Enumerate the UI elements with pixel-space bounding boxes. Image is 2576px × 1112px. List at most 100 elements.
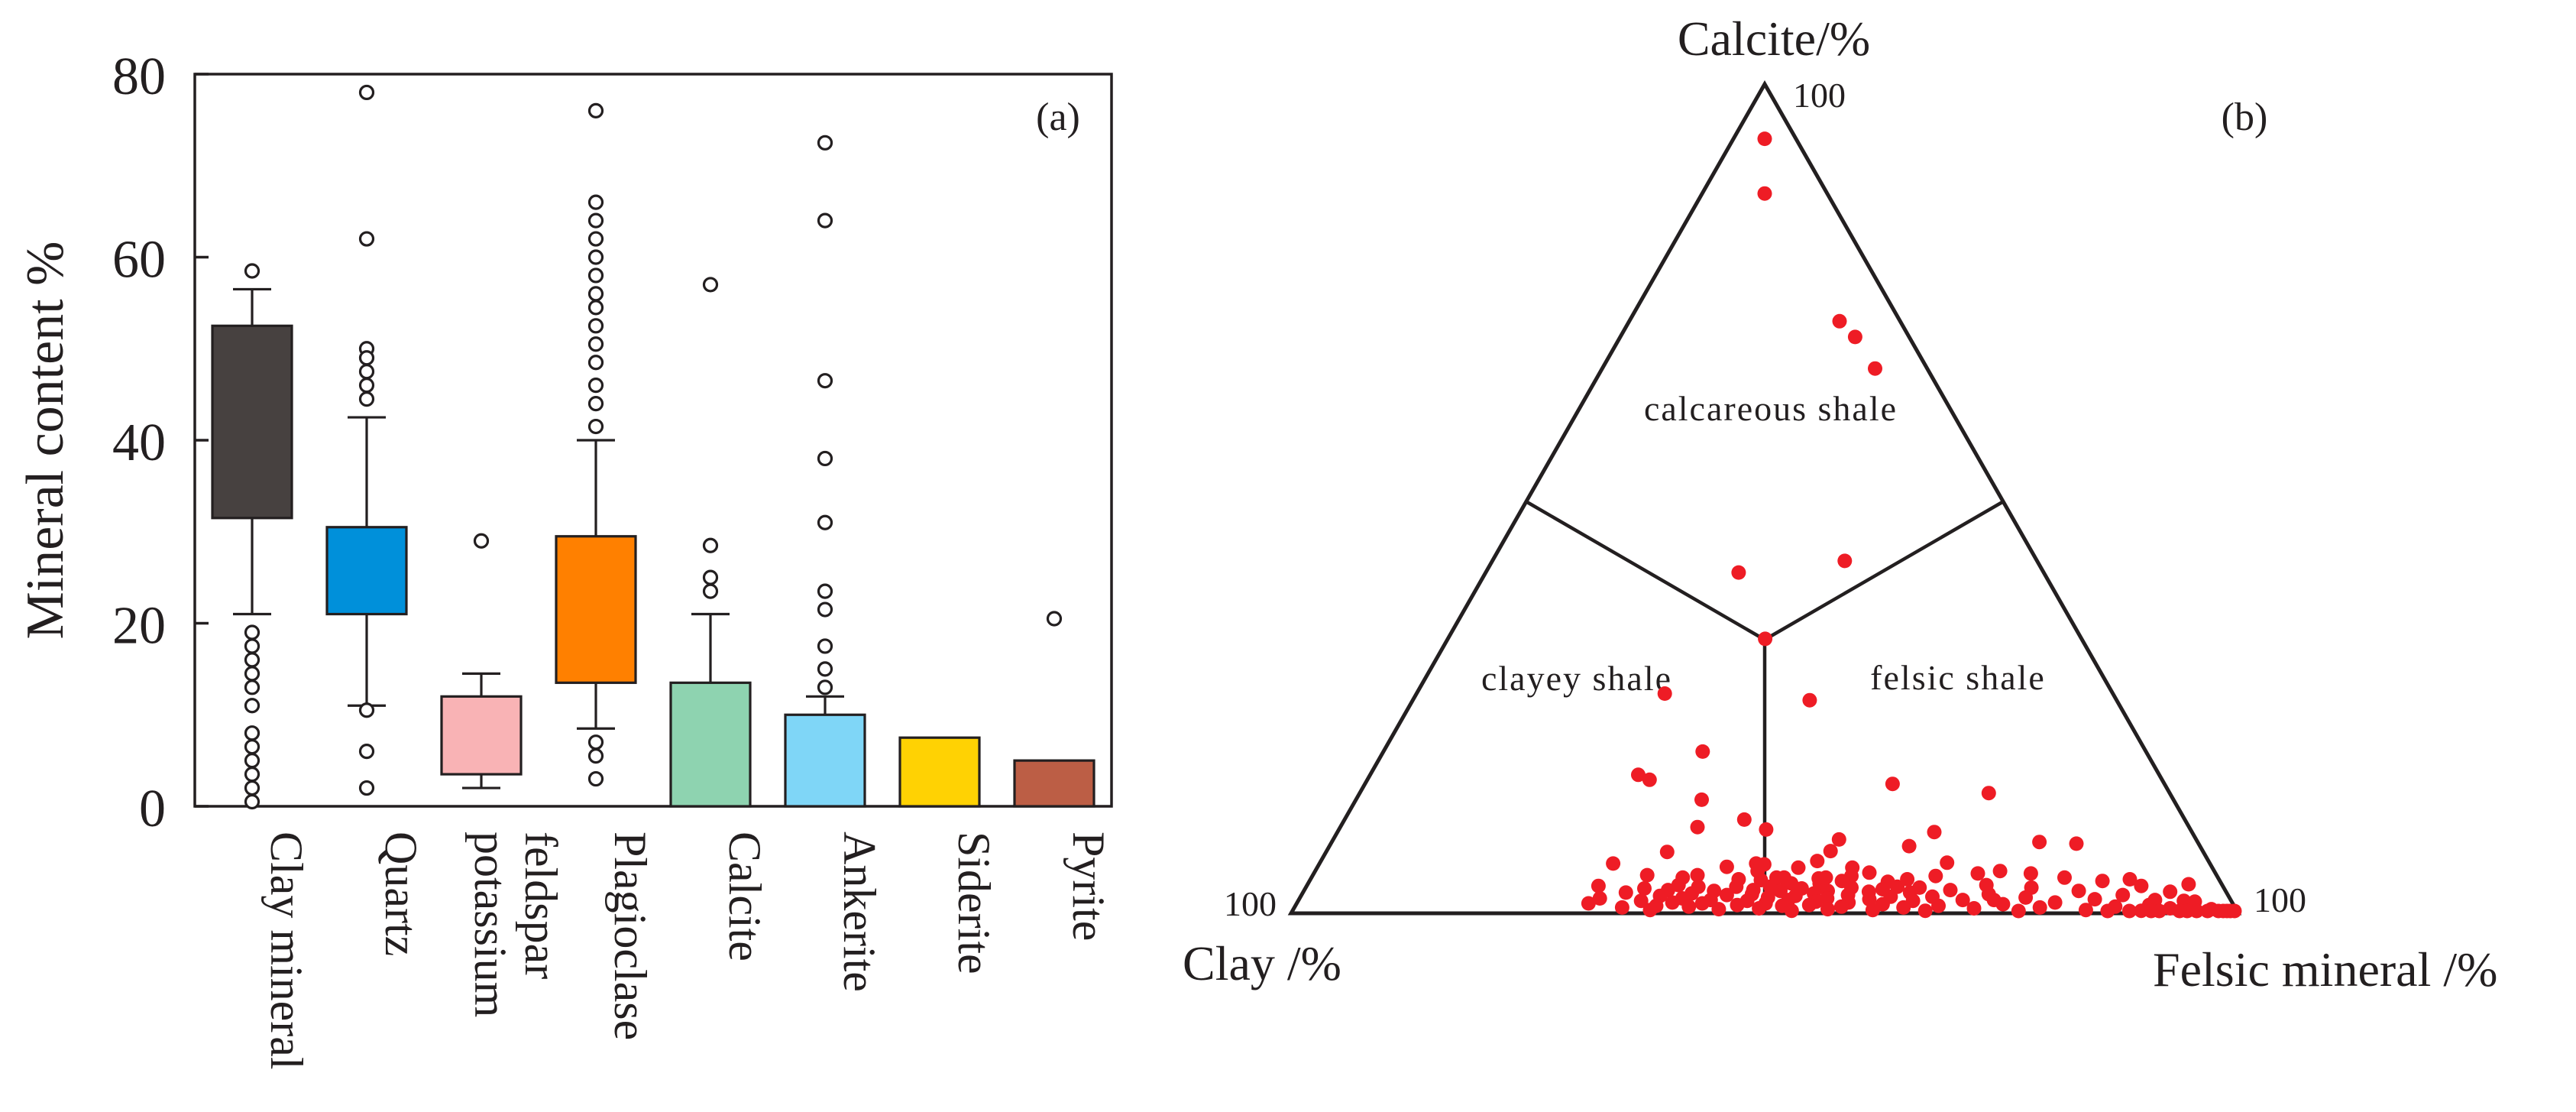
data-point: [1823, 844, 1838, 859]
data-point: [1831, 832, 1846, 847]
outlier-point: [358, 364, 375, 380]
data-point: [2018, 890, 2034, 905]
box-plot-panel: 0 20 40 60 80 Mineral content % (a) Clay min…: [16, 47, 1114, 1070]
box-siderite: [898, 736, 981, 808]
boxes: [211, 84, 1095, 810]
data-point: [2032, 835, 2047, 850]
data-point: [1592, 891, 1607, 906]
box-pyrite: [1013, 611, 1095, 808]
data-point: [1810, 854, 1825, 869]
outlier-point: [587, 212, 604, 229]
data-point: [1758, 631, 1773, 647]
box-potassium-feldspar: [440, 533, 523, 789]
data-point: [1802, 692, 1817, 708]
data-point: [1642, 772, 1657, 787]
data-point: [1970, 866, 1985, 881]
y-tick-label: 60: [112, 231, 166, 290]
data-point: [1729, 879, 1744, 894]
box-clay-mineral: [211, 263, 293, 810]
category-label: Clay mineral: [261, 832, 312, 1070]
outlier-point: [358, 744, 375, 760]
data-point: [1931, 898, 1946, 913]
data-point: [1885, 776, 1900, 792]
field-label-clayey-shale: clayey shale: [1481, 659, 1672, 698]
data-point: [1657, 686, 1672, 701]
data-point: [1659, 845, 1675, 860]
outlier-point: [587, 355, 604, 371]
outlier-point: [702, 537, 719, 553]
outlier-point: [587, 231, 604, 247]
data-point: [1832, 313, 1847, 329]
outlier-point: [244, 666, 261, 682]
box-body: [440, 695, 523, 776]
data-point: [1665, 895, 1680, 910]
data-point: [2227, 903, 2242, 919]
data-point: [2172, 903, 2187, 919]
outlier-point: [817, 212, 833, 229]
data-point: [1917, 903, 1933, 919]
data-point: [1801, 897, 1817, 913]
category-label: Calcite: [720, 832, 770, 961]
outlier-point: [244, 725, 261, 741]
data-point: [2122, 872, 2137, 887]
box-quartz: [325, 84, 408, 796]
outlier-point: [244, 793, 261, 810]
data-point: [1847, 329, 1862, 345]
outlier-point: [358, 391, 375, 407]
y-tick-label: 0: [139, 780, 166, 838]
corner-value-top: 100: [1793, 76, 1846, 115]
data-point: [1820, 902, 1835, 917]
outlier-point: [817, 638, 833, 654]
data-point: [2100, 903, 2115, 919]
data-point: [1606, 856, 1621, 871]
category-label: Quartz: [376, 832, 426, 956]
outlier-point: [817, 679, 833, 695]
data-point: [1981, 887, 1996, 902]
outlier-point: [817, 450, 833, 467]
field-label-felsic-shale: felsic shale: [1870, 658, 2046, 697]
outlier-point: [244, 766, 261, 783]
outlier-point: [358, 378, 375, 394]
data-point: [2069, 836, 2084, 851]
field-boundary-left: [1526, 501, 1766, 641]
box-body: [784, 713, 866, 808]
data-point: [1757, 186, 1772, 201]
data-point: [1637, 881, 1652, 896]
data-point: [1995, 896, 2011, 912]
outlier-point: [817, 601, 833, 618]
data-point: [1865, 903, 1880, 918]
outlier-point: [358, 702, 375, 718]
data-point: [1711, 902, 1727, 917]
category-labels: Clay mineral Quartz potassium feldspar Plagi…: [261, 832, 1114, 1070]
data-point: [1719, 887, 1734, 903]
outlier-point: [244, 263, 261, 279]
data-point: [1966, 901, 1982, 916]
data-point: [1731, 565, 1746, 580]
outlier-point: [358, 231, 375, 247]
data-point: [2078, 903, 2093, 918]
data-point: [2095, 874, 2110, 889]
data-point: [1631, 767, 1646, 783]
category-label: Ankerite: [834, 832, 885, 992]
panel-label-b: (b): [2222, 96, 2268, 139]
outlier-point: [244, 652, 261, 668]
data-point: [1695, 744, 1710, 759]
category-label: feldspar: [516, 832, 566, 979]
data-point: [2134, 878, 2149, 893]
outlier-point: [358, 350, 375, 366]
apex-label-felsic: Felsic mineral /%: [2153, 942, 2497, 997]
box-body: [1013, 759, 1095, 808]
data-point: [1820, 891, 1835, 906]
data-point: [1992, 864, 2008, 879]
outlier-point: [817, 583, 833, 599]
data-point: [1694, 792, 1709, 807]
data-point: [1618, 885, 1633, 900]
data-point: [1694, 896, 1710, 911]
data-point: [1642, 903, 1658, 918]
corner-value-right: 100: [2254, 880, 2306, 919]
data-point: [1927, 825, 1942, 840]
data-points: [1581, 131, 2242, 919]
outlier-point: [817, 514, 833, 530]
outlier-point: [587, 395, 604, 412]
